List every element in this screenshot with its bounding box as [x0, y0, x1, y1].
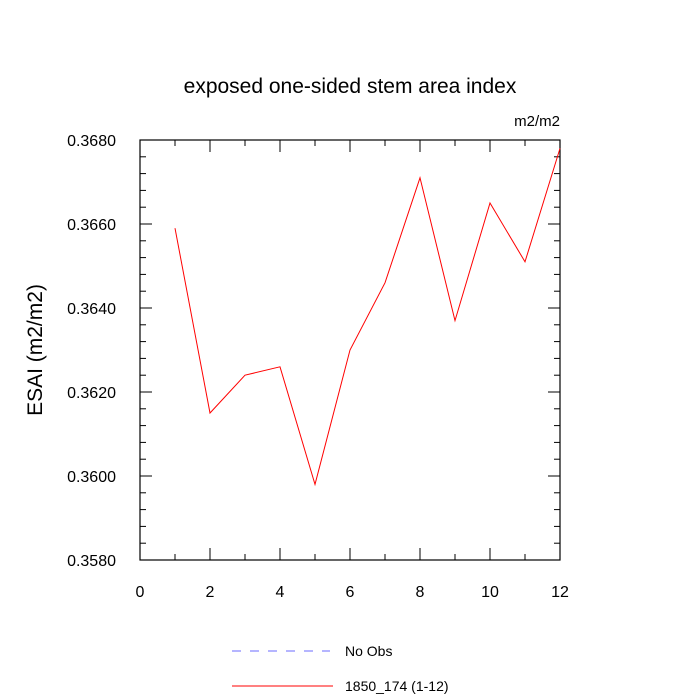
x-tick-label: 2	[206, 584, 215, 601]
chart-title: exposed one-sided stem area index	[184, 75, 517, 98]
legend: No Obs 1850_174 (1-12)	[232, 643, 449, 694]
x-tick-label: 0	[136, 584, 145, 601]
x-tick-label: 4	[276, 584, 285, 601]
y-tick-label: 0.3600	[67, 469, 116, 486]
x-tick-label: 10	[481, 584, 499, 601]
legend-label-no-obs: No Obs	[345, 643, 392, 659]
x-tick-label: 12	[551, 584, 569, 601]
y-tick-label: 0.3680	[67, 133, 116, 150]
y-tick-label: 0.3620	[67, 385, 116, 402]
units-label: m2/m2	[514, 113, 560, 130]
legend-label-series: 1850_174 (1-12)	[345, 678, 449, 694]
x-tick-label: 6	[346, 584, 355, 601]
series-line	[174, 148, 561, 487]
y-axis-label: ESAI (m2/m2)	[24, 284, 47, 416]
y-tick-label: 0.3580	[67, 553, 116, 570]
axis-tick-labels: 0 2 4 6 8 10 12 0.3580 0.3600 0.3620 0.3640 0.3660 0…	[67, 133, 569, 601]
y-tick-label: 0.3640	[67, 301, 116, 318]
axis-ticks	[139, 139, 561, 561]
x-tick-label: 8	[416, 584, 425, 601]
series-layer	[174, 148, 561, 487]
y-tick-label: 0.3660	[67, 217, 116, 234]
